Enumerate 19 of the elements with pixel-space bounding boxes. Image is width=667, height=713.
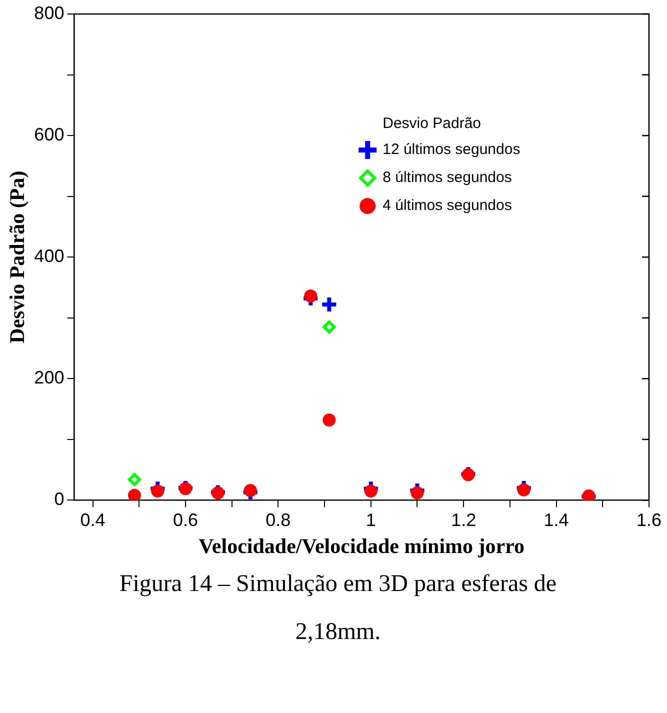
x-tick-label: 0.4 [80, 510, 106, 530]
x-tick-label: 0.6 [172, 510, 198, 530]
y-tick-label: 400 [34, 246, 64, 266]
legend-title: Desvio Padrão [382, 115, 482, 132]
text: Figura 14 – Simulação em 3D para esferas de 2,18mm. [118, 570, 558, 647]
x-tick-label: 1.2 [451, 510, 476, 530]
x-tick-label: 0.8 [266, 510, 291, 530]
legend-label: 4 últimos segundos [382, 197, 512, 214]
y-axis-title: Desvio Padrão (Pa) [5, 170, 30, 344]
y-tick-label: 0 [54, 489, 64, 510]
x-tick-label: 1.4 [544, 510, 569, 530]
x-axis-title: Velocidade/Velocidade mínimo jorro [198, 534, 525, 558]
y-tick-label: 200 [34, 368, 64, 388]
x-tick-label: 1.6 [636, 510, 662, 530]
x-tick-label: 1 [366, 510, 376, 530]
y-tick-label: 600 [34, 124, 64, 145]
y-tick-label: 800 [34, 2, 64, 23]
legend-label: 12 últimos segundos [382, 141, 520, 158]
legend-label: 8 últimos segundos [382, 169, 512, 186]
